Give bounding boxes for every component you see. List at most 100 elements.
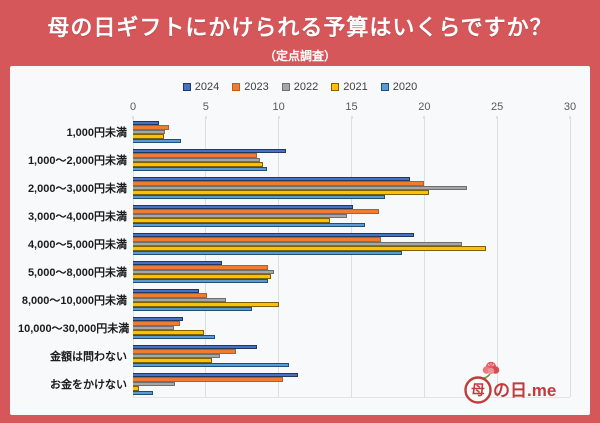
bar-stack bbox=[133, 204, 570, 228]
bar-2024 bbox=[133, 316, 183, 322]
gridline bbox=[205, 118, 207, 397]
x-tick-mark bbox=[205, 116, 207, 119]
bar-2020 bbox=[133, 138, 182, 144]
chart-panel: 2024 2023 2022 2021 2020 0 5 10 15 20 25 30 1,000円… bbox=[10, 66, 590, 415]
bar-stack bbox=[133, 120, 570, 144]
x-tick-label: 0 bbox=[129, 101, 137, 113]
bar-group: 2,000～3,000円未満 bbox=[18, 174, 570, 202]
bar-2022 bbox=[133, 269, 275, 275]
page-subtitle: （定点調査） bbox=[263, 49, 336, 63]
logo-text: の日.me bbox=[493, 381, 556, 400]
x-tick-mark bbox=[278, 116, 280, 119]
bar-2024 bbox=[133, 120, 160, 126]
bar-2023 bbox=[133, 181, 425, 186]
legend-label: 2023 bbox=[244, 81, 269, 93]
page-title: 母の日ギフトにかけられる予算はいくらですか？ bbox=[47, 15, 553, 40]
bar-2021 bbox=[133, 162, 263, 167]
bar-2021 bbox=[133, 274, 272, 279]
bar-stack bbox=[133, 288, 570, 312]
bar-2023 bbox=[133, 377, 284, 382]
category-label: お金をかけない bbox=[50, 379, 127, 391]
bar-2020 bbox=[133, 194, 385, 200]
bar-group: 3,000～4,000円未満 bbox=[18, 202, 570, 230]
bar-stack bbox=[133, 372, 570, 396]
bar-2023 bbox=[133, 349, 237, 354]
x-tick-label: 25 bbox=[491, 101, 504, 113]
bar-2022 bbox=[133, 297, 227, 303]
legend-swatch-icon bbox=[380, 83, 389, 91]
bar-2024 bbox=[133, 288, 199, 294]
legend-swatch-icon bbox=[331, 83, 340, 91]
bar-2021 bbox=[133, 190, 429, 195]
bar-stack bbox=[133, 344, 570, 368]
x-tick-mark bbox=[496, 116, 498, 119]
bar-stack bbox=[133, 176, 570, 200]
bar-2020 bbox=[133, 166, 267, 172]
legend-item: 2022 bbox=[281, 81, 318, 93]
category-label: 2,000～3,000円未満 bbox=[27, 183, 127, 195]
gridline bbox=[132, 118, 134, 397]
legend-item: 2020 bbox=[380, 81, 417, 93]
plot-area: 1,000円未満 1,000～2,000円未満 2,000～3,000円未満 3,00… bbox=[18, 118, 571, 398]
bar-2020 bbox=[133, 278, 269, 284]
bar-chart: 0 5 10 15 20 25 30 1,000円未満 1,000～2,000円未満 2,000… bbox=[18, 101, 576, 398]
bar-2023 bbox=[133, 125, 170, 130]
legend-swatch-icon bbox=[232, 83, 241, 91]
bar-2020 bbox=[133, 306, 253, 312]
x-tick-label: 20 bbox=[418, 101, 431, 113]
x-tick-mark bbox=[423, 116, 425, 119]
bar-group: 4,000～5,000円未満 bbox=[18, 230, 570, 258]
category-label: 5,000～8,000円未満 bbox=[27, 267, 127, 279]
gridline bbox=[496, 118, 498, 397]
bar-stack bbox=[133, 148, 570, 172]
bar-group: お金をかけない bbox=[18, 370, 570, 398]
bar-stack bbox=[133, 260, 570, 284]
x-tick-mark bbox=[351, 116, 352, 119]
bar-group: 5,000～8,000円未満 bbox=[18, 258, 570, 286]
logo-circle-char: 母 bbox=[471, 382, 485, 398]
bar-2023 bbox=[133, 265, 269, 270]
x-axis: 0 5 10 15 20 25 30 bbox=[129, 101, 576, 119]
bar-group: 8,000～10,000円未満 bbox=[18, 286, 570, 314]
category-label: 1,000～2,000円未満 bbox=[27, 155, 127, 167]
category-label: 1,000円未満 bbox=[66, 127, 127, 139]
bar-stack bbox=[133, 232, 570, 256]
bar-2024 bbox=[133, 372, 298, 378]
bar-2023 bbox=[133, 153, 257, 158]
bar-2022 bbox=[133, 353, 221, 359]
bar-2021 bbox=[133, 134, 164, 139]
x-tick-label: 10 bbox=[272, 101, 285, 113]
x-tick-mark bbox=[569, 116, 571, 119]
bar-group: 10,000～30,000円未満 bbox=[18, 314, 570, 342]
bar-2022 bbox=[133, 381, 176, 387]
legend-item: 2023 bbox=[232, 81, 269, 93]
bar-2022 bbox=[133, 157, 260, 163]
bar-2020 bbox=[133, 250, 403, 256]
gridline bbox=[278, 118, 280, 397]
bar-2021 bbox=[133, 302, 279, 307]
category-label: 10,000～30,000円未満 bbox=[18, 323, 130, 335]
bar-group: 1,000～2,000円未満 bbox=[18, 146, 570, 174]
bar-2021 bbox=[133, 386, 139, 391]
legend-item: 2024 bbox=[182, 81, 219, 93]
x-tick-label: 30 bbox=[563, 101, 577, 113]
bar-2024 bbox=[133, 260, 222, 266]
bar-2021 bbox=[133, 358, 212, 363]
bar-2024 bbox=[133, 232, 415, 238]
logo-circle bbox=[464, 376, 492, 404]
bar-2023 bbox=[133, 237, 381, 242]
bar-2023 bbox=[133, 293, 208, 298]
bar-2022 bbox=[133, 129, 166, 135]
logo-graphic: 母 の日.me bbox=[464, 361, 556, 404]
legend-swatch-icon bbox=[182, 83, 191, 91]
bar-2022 bbox=[133, 241, 463, 247]
legend-label: 2021 bbox=[343, 81, 368, 93]
bar-2022 bbox=[133, 213, 348, 219]
bar-2021 bbox=[133, 330, 205, 335]
bar-2023 bbox=[133, 321, 180, 326]
bar-stack bbox=[133, 316, 570, 340]
category-label: 8,000～10,000円未満 bbox=[21, 295, 127, 307]
bar-2021 bbox=[133, 246, 486, 251]
bar-2023 bbox=[133, 209, 380, 214]
